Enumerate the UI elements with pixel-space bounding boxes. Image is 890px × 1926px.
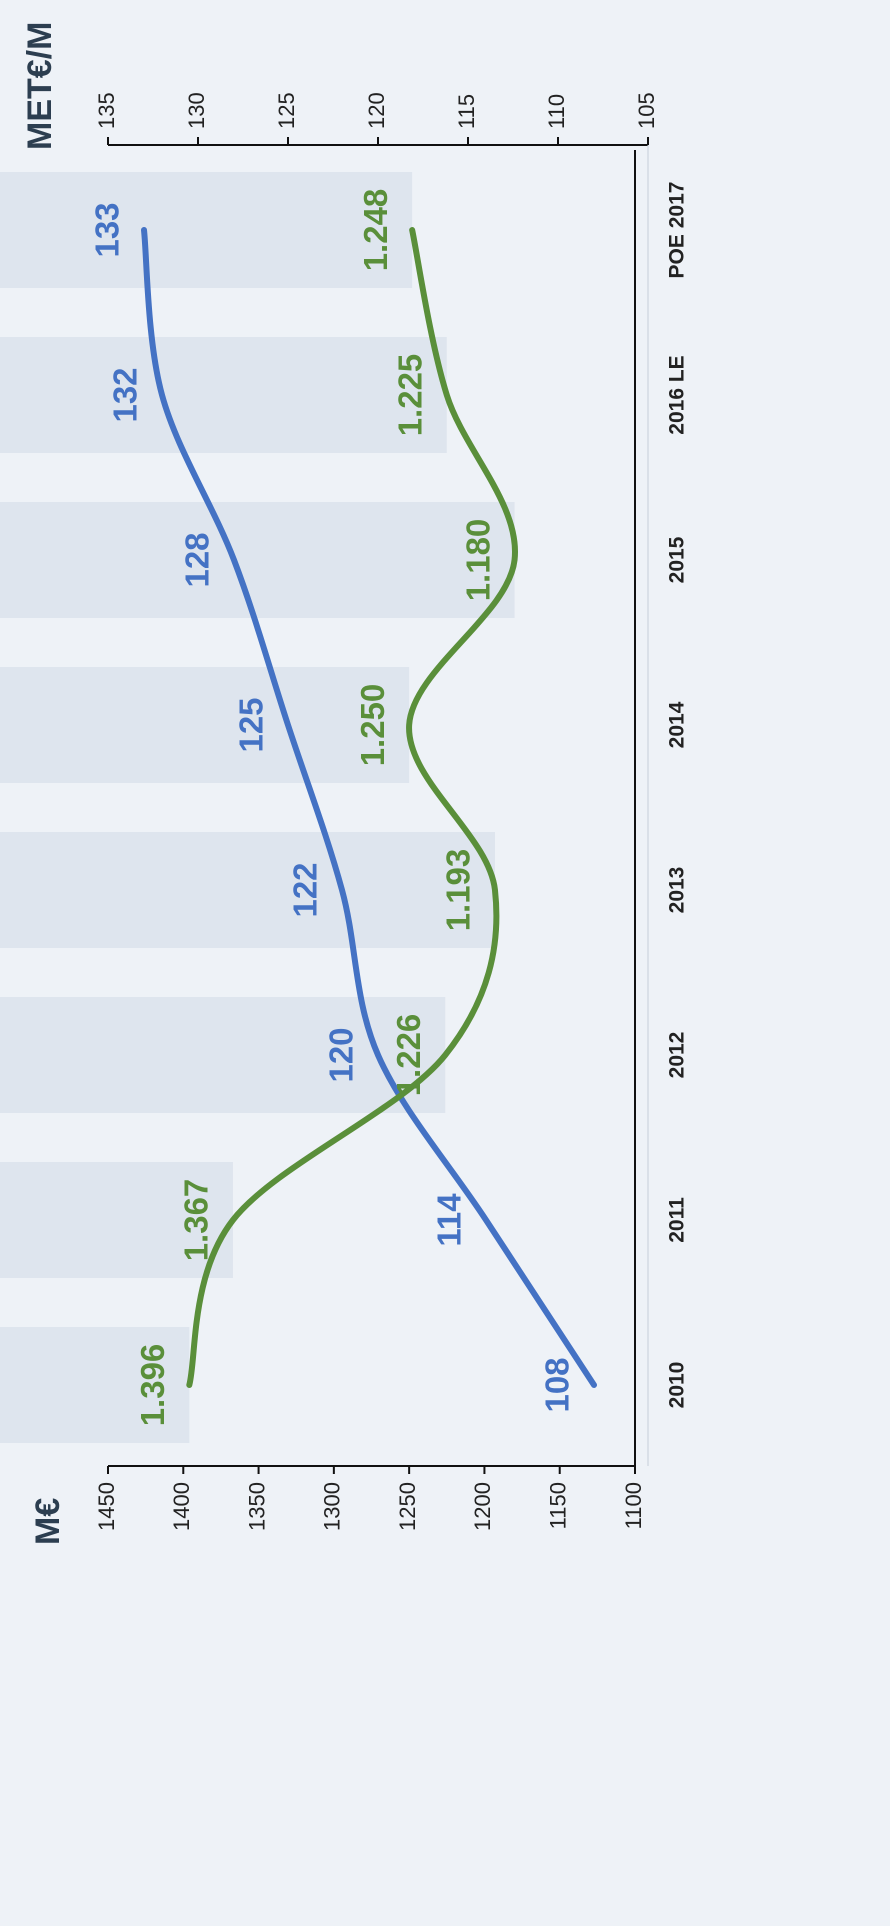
green-data-label: 1.226 [390, 1014, 427, 1097]
green-data-label: 1.250 [354, 684, 391, 767]
right-axis-tick-label: 125 [274, 92, 299, 129]
background-bar [0, 337, 447, 453]
right-axis-tick-label: 130 [184, 92, 209, 129]
left-axis-tick-label: 1150 [546, 1482, 571, 1529]
blue-data-label: 122 [287, 862, 324, 917]
category-label: POE 2017 [666, 182, 689, 279]
background-bar [0, 502, 515, 618]
background-bar [0, 997, 446, 1113]
left-axis-unit: M€ [29, 1498, 67, 1545]
data-labels: 108 114 120 122 125 128 132 133 1.396 1.367 1.226 1… [89, 189, 576, 1427]
left-axis-tick-label: 1300 [320, 1482, 345, 1531]
right-axis-unit: MET€/M [21, 22, 59, 150]
left-axis-tick-label: 1250 [395, 1482, 420, 1531]
blue-series-line [141, 227, 597, 1388]
category-label: 2011 [666, 1197, 689, 1243]
blue-data-label: 114 [431, 1193, 468, 1247]
left-axis-tick-label: 1400 [169, 1482, 194, 1531]
right-axis-tick-label: 105 [634, 92, 659, 129]
background-bar [0, 667, 410, 783]
background-bar [0, 832, 495, 948]
blue-data-label: 120 [323, 1027, 360, 1082]
category-label: 2014 [666, 701, 689, 748]
green-data-label: 1.193 [440, 849, 477, 932]
blue-data-label: 133 [89, 202, 126, 257]
background-bars [0, 172, 515, 1443]
background-bar [0, 172, 413, 288]
series-lines [141, 227, 597, 1388]
green-data-label: 1.180 [459, 519, 496, 602]
green-data-label: 1.396 [134, 1344, 171, 1427]
background-bar [0, 1162, 233, 1278]
right-axis-tick-label: 115 [454, 94, 479, 129]
right-axis-tick-label: 135 [94, 92, 119, 129]
axes: 1100 1150 1200 1250 1300 1350 1400 1450 M€ 105 110… [21, 22, 689, 1545]
green-data-label: 1.248 [357, 189, 394, 272]
category-label: 2016 LE [666, 355, 689, 434]
category-label: 2010 [666, 1362, 689, 1409]
category-label: 2013 [666, 867, 689, 914]
left-axis-tick-label: 1200 [470, 1482, 495, 1531]
background-bar [0, 1327, 190, 1443]
right-axis-tick-label: 120 [364, 92, 389, 129]
blue-data-label: 128 [179, 532, 216, 587]
green-data-label: 1.367 [178, 1179, 215, 1262]
left-axis-tick-label: 1350 [244, 1482, 269, 1531]
left-axis-tick-label: 1100 [621, 1482, 646, 1529]
green-data-label: 1.225 [392, 354, 429, 437]
category-label: 2015 [666, 536, 689, 583]
category-label: 2012 [666, 1032, 689, 1079]
left-axis-tick-label: 1450 [94, 1482, 119, 1531]
blue-data-label: 108 [539, 1357, 576, 1412]
blue-data-label: 125 [233, 697, 270, 752]
green-series-line [186, 227, 518, 1388]
blue-data-label: 132 [107, 367, 144, 422]
right-axis-tick-label: 110 [544, 94, 569, 129]
